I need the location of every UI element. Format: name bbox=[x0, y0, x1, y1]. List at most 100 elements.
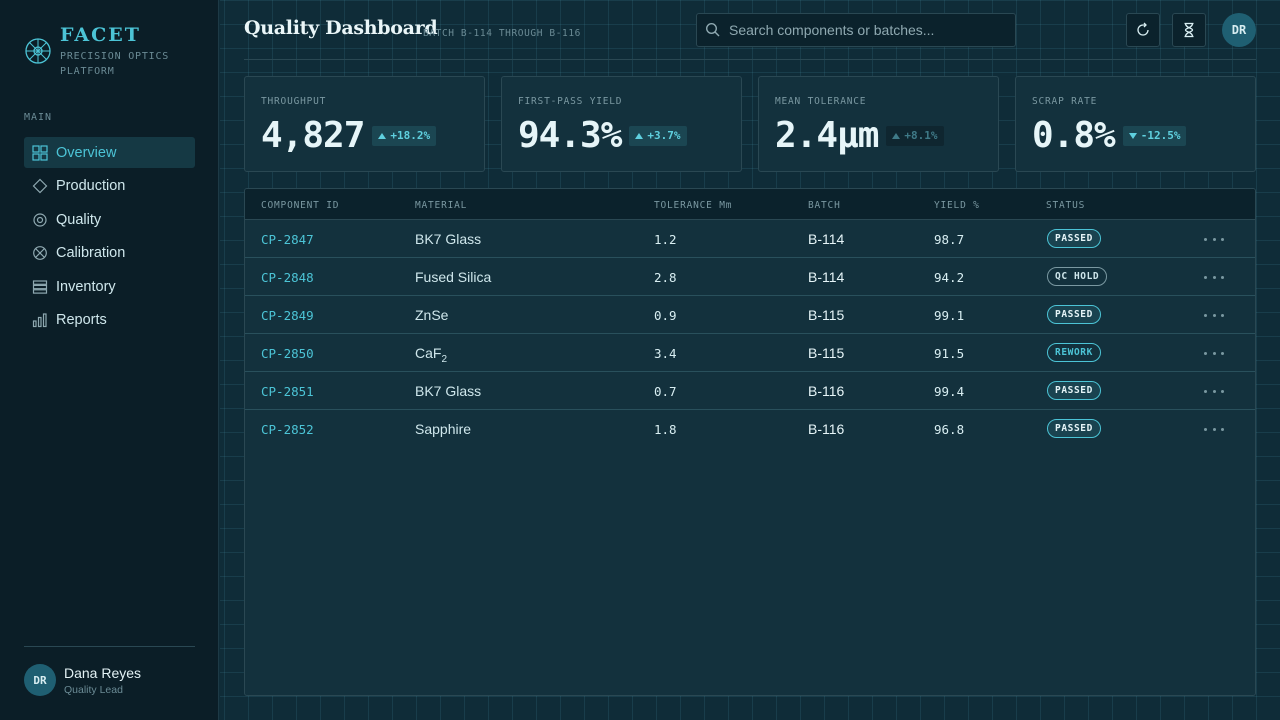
component-id[interactable]: CP-2847 bbox=[261, 232, 314, 247]
arrow-down-icon bbox=[1128, 132, 1137, 139]
row-more-icon[interactable] bbox=[1204, 306, 1224, 324]
sidebar-item-production[interactable]: Production bbox=[24, 171, 195, 202]
tolerance: 2.8 bbox=[654, 270, 677, 285]
batch: B-114 bbox=[808, 231, 845, 247]
yield: 98.7 bbox=[934, 232, 965, 247]
sidebar-item-inventory[interactable]: Inventory bbox=[24, 271, 195, 302]
column-header-status[interactable]: STATUS bbox=[1046, 200, 1086, 211]
crosshair-icon bbox=[32, 245, 48, 261]
material: CaF2 bbox=[415, 345, 447, 365]
status-badge: PASSED bbox=[1047, 419, 1101, 438]
sidebar-item-overview[interactable]: Overview bbox=[24, 137, 195, 168]
batch: B-116 bbox=[808, 383, 845, 399]
column-header-yield[interactable]: YIELD % bbox=[934, 200, 980, 211]
component-id[interactable]: CP-2850 bbox=[261, 346, 314, 361]
material: ZnSe bbox=[415, 307, 449, 323]
component-id[interactable]: CP-2849 bbox=[261, 308, 314, 323]
row-more-icon[interactable] bbox=[1204, 382, 1224, 400]
sidebar-item-label: Production bbox=[56, 178, 126, 194]
kpi-delta-badge: +8.1% bbox=[886, 125, 944, 146]
batch: B-115 bbox=[808, 307, 845, 323]
batch: B-115 bbox=[808, 345, 845, 361]
kpi-value: 94.3% bbox=[518, 115, 622, 156]
kpi-delta-badge: -12.5% bbox=[1122, 125, 1187, 146]
row-more-icon[interactable] bbox=[1204, 420, 1224, 438]
brand-name: FACET bbox=[60, 24, 141, 46]
table-row[interactable]: CP-2852 Sapphire 1.8 B-116 96.8 PASSED bbox=[245, 410, 1255, 448]
sidebar-item-quality[interactable]: Quality bbox=[24, 204, 195, 235]
material: BK7 Glass bbox=[415, 383, 482, 399]
arrow-up-icon bbox=[892, 132, 901, 139]
material-subscript: 2 bbox=[441, 353, 448, 365]
status-badge: PASSED bbox=[1047, 381, 1101, 400]
kpi-card-throughput: THROUGHPUT 4,827 +18.2% bbox=[244, 76, 485, 172]
kpi-label: MEAN TOLERANCE bbox=[775, 96, 867, 107]
component-id[interactable]: CP-2852 bbox=[261, 422, 314, 437]
components-table: COMPONENT ID MATERIAL TOLERANCE Μm BATCH… bbox=[244, 188, 1256, 696]
sidebar-item-label: Quality bbox=[56, 211, 102, 228]
kpi-label: SCRAP RATE bbox=[1032, 96, 1098, 107]
material: BK7 Glass bbox=[415, 231, 482, 247]
table-row[interactable]: CP-2850 CaF2 3.4 B-115 91.5 REWORK bbox=[245, 334, 1255, 372]
user-role: Quality Lead bbox=[64, 683, 123, 696]
table-row[interactable]: CP-2851 BK7 Glass 0.7 B-116 99.4 PASSED bbox=[245, 372, 1255, 410]
kpi-label: FIRST-PASS YIELD bbox=[518, 96, 623, 107]
column-header-material[interactable]: MATERIAL bbox=[415, 200, 468, 211]
kpi-delta-text: +18.2% bbox=[390, 129, 431, 142]
sidebar-item-calibration[interactable]: Calibration bbox=[24, 238, 195, 269]
refresh-icon bbox=[1137, 22, 1149, 36]
table-row[interactable]: CP-2848 Fused Silica 2.8 B-114 94.2 QC H… bbox=[245, 258, 1255, 296]
sidebar-nav: Overview Production Quality bbox=[24, 137, 195, 338]
component-id[interactable]: CP-2851 bbox=[261, 384, 314, 399]
diamond-icon bbox=[32, 178, 48, 194]
bar-chart-icon bbox=[32, 312, 48, 328]
sidebar-item-label: Overview bbox=[56, 144, 117, 161]
sidebar-item-reports[interactable]: Reports bbox=[24, 305, 195, 336]
arrow-up-icon bbox=[378, 132, 387, 139]
kpi-label: THROUGHPUT bbox=[261, 96, 327, 107]
yield: 99.4 bbox=[934, 384, 965, 399]
tolerance: 0.7 bbox=[654, 384, 677, 399]
component-id[interactable]: CP-2848 bbox=[261, 270, 314, 285]
table-row[interactable]: CP-2847 BK7 Glass 1.2 B-114 98.7 PASSED bbox=[245, 220, 1255, 258]
kpi-card-mean-tolerance: MEAN TOLERANCE 2.4μm +8.1% bbox=[758, 76, 999, 172]
history-button[interactable] bbox=[1172, 13, 1206, 47]
material-text: CaF bbox=[415, 345, 442, 361]
sidebar-item-label: Reports bbox=[56, 312, 107, 328]
kpi-delta-text: +3.7% bbox=[647, 129, 681, 142]
kpi-delta-text: -12.5% bbox=[1140, 129, 1181, 142]
sidebar-item-label: Calibration bbox=[56, 245, 126, 261]
kpi-value: 0.8% bbox=[1032, 115, 1116, 156]
material: Sapphire bbox=[415, 421, 472, 437]
status-badge: REWORK bbox=[1047, 343, 1101, 362]
batch: B-116 bbox=[808, 421, 845, 437]
arrow-up-icon bbox=[635, 132, 644, 139]
search-box[interactable] bbox=[696, 13, 1016, 47]
search-input[interactable] bbox=[729, 22, 1009, 38]
user-profile[interactable]: DR Dana Reyes Quality Lead bbox=[24, 664, 141, 696]
page-subtitle: BATCH B-114 THROUGH B-116 bbox=[423, 28, 581, 39]
sidebar-divider bbox=[24, 646, 195, 647]
refresh-button[interactable] bbox=[1126, 13, 1160, 47]
column-header-batch[interactable]: BATCH bbox=[808, 200, 841, 211]
kpi-delta-badge: +3.7% bbox=[629, 125, 687, 146]
row-more-icon[interactable] bbox=[1204, 344, 1224, 362]
kpi-card-scrap-rate: SCRAP RATE 0.8% -12.5% bbox=[1015, 76, 1256, 172]
page-title: Quality Dashboard bbox=[244, 17, 438, 39]
nav-section-label: MAIN bbox=[24, 112, 53, 123]
column-header-tolerance[interactable]: TOLERANCE Μm bbox=[654, 200, 733, 211]
row-more-icon[interactable] bbox=[1204, 268, 1224, 286]
column-header-component-id[interactable]: COMPONENT ID bbox=[261, 200, 340, 211]
brand-subtitle: PRECISION OPTICS PLATFORM bbox=[60, 51, 170, 77]
main-content: Quality Dashboard BATCH B-114 THROUGH B-… bbox=[220, 0, 1280, 720]
table-row[interactable]: CP-2849 ZnSe 0.9 B-115 99.1 PASSED bbox=[245, 296, 1255, 334]
row-more-icon[interactable] bbox=[1204, 230, 1224, 248]
header-avatar[interactable]: DR bbox=[1222, 13, 1256, 47]
avatar: DR bbox=[24, 664, 56, 696]
brand[interactable]: FACET PRECISION OPTICS PLATFORM bbox=[24, 24, 190, 79]
yield: 99.1 bbox=[934, 308, 965, 323]
tolerance: 1.2 bbox=[654, 232, 677, 247]
target-icon bbox=[32, 212, 48, 228]
sidebar-item-label: Inventory bbox=[56, 278, 116, 295]
status-badge: PASSED bbox=[1047, 305, 1101, 324]
